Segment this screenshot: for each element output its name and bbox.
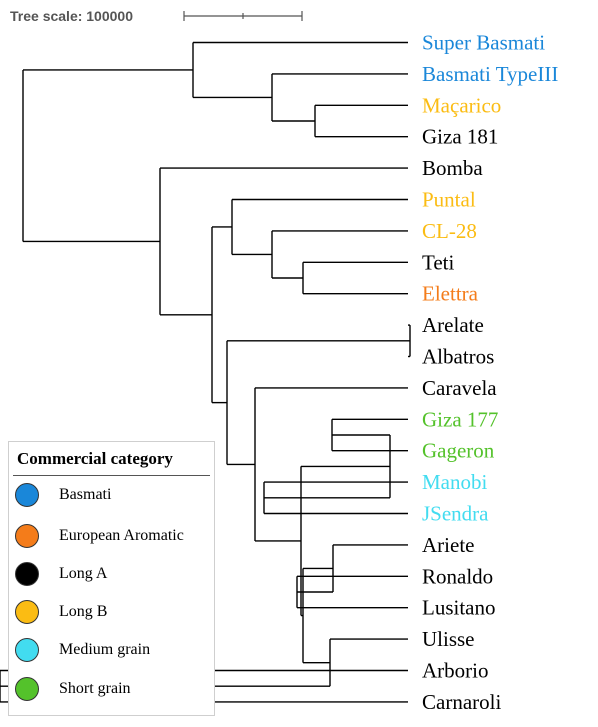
leaf-label: Arborio	[422, 659, 489, 683]
legend-item-long-b: Long B	[15, 598, 107, 626]
legend-box: Commercial category Basmati European Aro…	[8, 441, 215, 716]
leaf-label: Arelate	[422, 313, 484, 337]
leaf-label: JSendra	[422, 502, 489, 526]
legend-item-label: Basmati	[59, 486, 112, 503]
legend-item-label: European Aromatic	[59, 527, 184, 544]
circle-icon	[15, 562, 39, 586]
legend-item-label: Medium grain	[59, 641, 151, 658]
leaf-label: Elettra	[422, 282, 479, 306]
leaf-label: Maçarico	[422, 93, 501, 117]
tree-leaves: Super Basmati Basmati TypeIII Maçarico Giza…	[422, 31, 558, 714]
leaf-label: Ariete	[422, 533, 474, 557]
leaf-label: Super Basmati	[422, 31, 545, 55]
leaf-label: CL-28	[422, 219, 477, 243]
leaf-label: Carnaroli	[422, 690, 501, 714]
leaf-label: Teti	[422, 250, 455, 274]
circle-icon	[15, 677, 39, 701]
leaf-label: Ulisse	[422, 627, 475, 651]
leaf-label: Bomba	[422, 156, 483, 180]
legend-item-label: Long A	[59, 565, 108, 582]
legend-item-long-a: Long A	[15, 560, 107, 588]
tree-scale-bar: Tree scale: 100000	[10, 8, 303, 24]
leaf-label: Ronaldo	[422, 564, 493, 588]
tree-branches	[0, 41, 411, 703]
legend-title: Commercial category	[17, 449, 173, 468]
leaf-label: Giza 177	[422, 407, 498, 431]
leaf-label: Albatros	[422, 345, 494, 369]
circle-icon	[15, 483, 39, 507]
legend-item-label: Short grain	[59, 680, 131, 697]
circle-icon	[15, 638, 39, 662]
leaf-label: Basmati TypeIII	[422, 62, 558, 86]
leaf-label: Gageron	[422, 439, 495, 463]
legend-item-basmati: Basmati	[15, 481, 111, 509]
legend-item-medium-grain: Medium grain	[15, 636, 150, 664]
legend-item-european-aromatic: European Aromatic	[15, 522, 184, 550]
circle-icon	[15, 600, 39, 624]
legend-divider	[13, 475, 210, 476]
legend-item-label: Long B	[59, 603, 108, 620]
tree-scale-label: Tree scale: 100000	[10, 8, 133, 24]
legend-item-short-grain: Short grain	[15, 675, 131, 703]
leaf-label: Puntal	[422, 188, 476, 212]
circle-icon	[15, 524, 39, 548]
leaf-label: Lusitano	[422, 596, 496, 620]
leaf-label: Caravela	[422, 376, 497, 400]
leaf-label: Manobi	[422, 470, 487, 494]
leaf-label: Giza 181	[422, 125, 498, 149]
